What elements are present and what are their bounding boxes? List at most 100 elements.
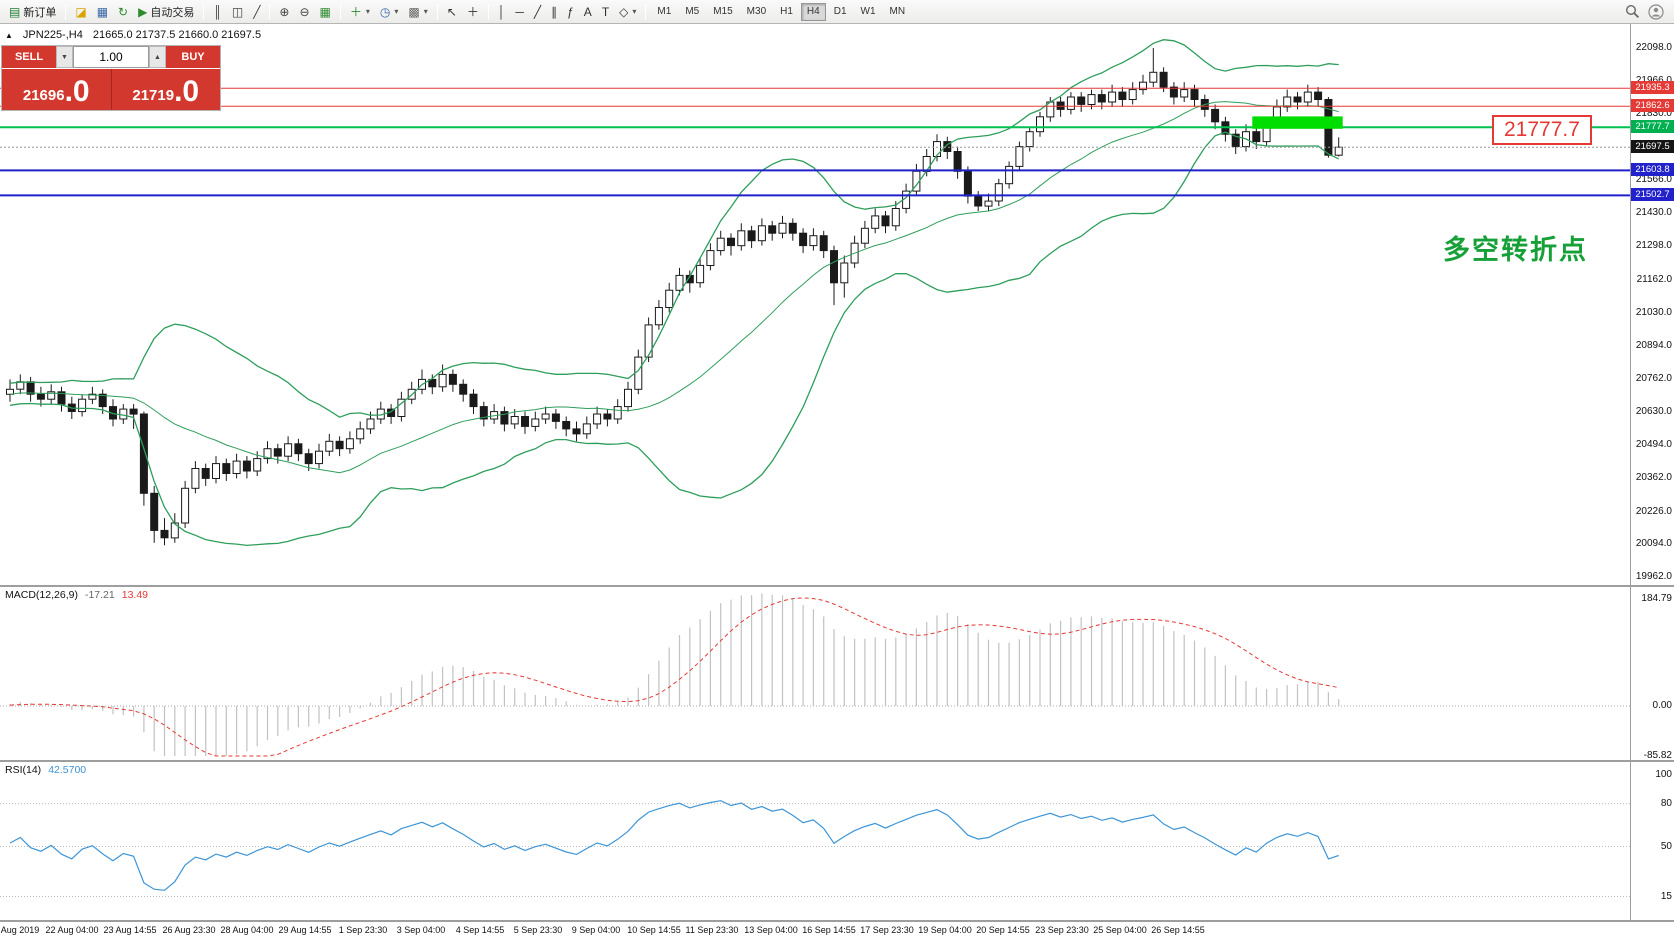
toolbar-button-group: ▤ 新订单 ◪ ▦ ↻ ▶ 自动交易 ║ ◫ ╱ ⊕ ⊖ ▦ ＋ ▾ ◷ ▾ ▩ ▾ ↖ ＋ │ ─ ╱ ∥ ƒ A T ◇ ▾ [4, 0, 650, 24]
time-tick-label: 4 Sep 14:55 [455, 925, 505, 935]
crosshair-icon[interactable]: ＋ [463, 2, 483, 22]
buy-price-display[interactable]: 21719 .0 [110, 69, 221, 110]
new-order-button[interactable]: ▤ 新订单 [5, 2, 60, 22]
timeframe-M1[interactable]: M1 [651, 3, 677, 21]
time-tick-label: 11 Sep 23:30 [685, 925, 739, 935]
price-tick-label: 22098.0 [1635, 42, 1672, 53]
buy-button[interactable]: BUY [166, 46, 220, 68]
zoom-out-icon-icon: ⊖ [299, 4, 310, 19]
time-tick-label: 19 Sep 04:00 [918, 925, 972, 935]
volume-input[interactable] [73, 46, 149, 68]
person-icon [1648, 3, 1664, 20]
highlight-rectangle [1252, 116, 1343, 129]
chart-annotation-text[interactable]: 多空转折点 [1443, 235, 1588, 265]
toolbar-separator [339, 3, 341, 20]
trendline-icon[interactable]: ╱ [530, 2, 545, 22]
macd-tick-label: -85.82 [1643, 750, 1672, 761]
refresh-icon[interactable]: ↻ [114, 2, 132, 22]
dropdown-arrow-icon: ▾ [365, 7, 370, 16]
price-tick-label: 20494.0 [1635, 439, 1672, 450]
sell-price-display[interactable]: 21696 .0 [2, 69, 111, 110]
price-callout-box[interactable]: 21777.7 [1492, 115, 1592, 145]
time-tick-label: 17 Sep 23:30 [860, 925, 914, 935]
macd-signal-value: 13.49 [121, 589, 149, 601]
price-tick-label: 21162.0 [1636, 274, 1672, 285]
candlestick-chart-icon[interactable]: ◫ [228, 2, 247, 22]
price-tick-label: 20362.0 [1635, 472, 1672, 483]
timeframe-D1[interactable]: D1 [828, 3, 853, 21]
time-tick-label: 13 Sep 04:00 [744, 925, 798, 935]
macd-tick-label: 184.79 [1641, 593, 1672, 604]
toolbar-separator [487, 3, 489, 20]
price-marker-label: 21697.5 [1631, 140, 1674, 153]
community-button[interactable] [1648, 2, 1664, 22]
timeframe-MN[interactable]: MN [884, 3, 912, 21]
volume-down-stepper[interactable]: ▼ [56, 46, 73, 68]
periods-button[interactable]: ◷ ▾ [376, 2, 403, 22]
channel-icon[interactable]: ∥ [547, 2, 561, 22]
shapes-button[interactable]: ◇ ▾ [615, 2, 640, 22]
text-icon[interactable]: A [580, 2, 596, 22]
timeframe-H4[interactable]: H4 [800, 2, 826, 21]
price-tick-label: 20630.0 [1635, 406, 1672, 417]
cursor-icon[interactable]: ↖ [443, 2, 461, 22]
toolbar-right-group [1625, 0, 1670, 24]
rsi-value: 42.5700 [48, 764, 87, 776]
zoom-in-icon[interactable]: ⊕ [275, 2, 293, 22]
price-tick-label: 21298.0 [1635, 240, 1672, 251]
time-tick-label: 23 Aug 14:55 [103, 925, 157, 935]
text-label-icon[interactable]: T [598, 2, 613, 22]
dropdown-arrow-icon: ▾ [394, 7, 399, 16]
price-marker-label: 21502.7 [1631, 188, 1674, 201]
time-tick-label: 20 Aug 2019 [0, 925, 40, 935]
market-watch-icon-icon: ◪ [75, 4, 87, 19]
autotrading-button[interactable]: ▶ 自动交易 [134, 2, 198, 22]
time-tick-label: 23 Sep 23:30 [1035, 925, 1089, 935]
price-axis[interactable]: 22098.021966.021830.021698.021566.021430… [1631, 24, 1674, 922]
rsi-tick-label: 100 [1655, 769, 1672, 780]
symbol-period-label: JPN225-,H4 [22, 29, 83, 41]
rsi-tick-label: 50 [1660, 841, 1672, 852]
tile-windows-icon[interactable]: ▦ [316, 2, 335, 22]
price-tick-label: 20094.0 [1635, 538, 1672, 549]
price-tick-label: 20226.0 [1635, 506, 1672, 517]
autotrading-icon: ▶ [138, 4, 148, 19]
fibonacci-icon[interactable]: ƒ [563, 2, 578, 22]
one-click-trading-panel: SELL ▼ ▲ BUY 21696 .0 21719 .0 [2, 46, 220, 110]
zoom-out-icon[interactable]: ⊖ [295, 2, 313, 22]
price-marker-label: 21777.7 [1631, 120, 1674, 133]
time-tick-label: 26 Aug 23:30 [162, 925, 216, 935]
timeframe-M15[interactable]: M15 [707, 3, 738, 21]
timeframe-M30[interactable]: M30 [741, 3, 772, 21]
horizontal-line-icon[interactable]: ─ [511, 2, 528, 22]
collapse-trade-panel-icon[interactable]: ▲ [5, 30, 13, 40]
timeframe-W1[interactable]: W1 [855, 3, 882, 21]
sell-button[interactable]: SELL [2, 46, 56, 68]
timeframe-M5[interactable]: M5 [679, 3, 705, 21]
indicators-button[interactable]: ＋ ▾ [346, 2, 374, 22]
vertical-line-icon[interactable]: │ [494, 2, 510, 22]
rsi-tick-label: 80 [1660, 798, 1672, 809]
time-tick-label: 26 Sep 14:55 [1151, 925, 1205, 935]
time-axis[interactable]: 20 Aug 2019 22 Aug 04:00 23 Aug 14:55 26 Au… [0, 922, 1674, 948]
data-window-icon-icon: ▦ [96, 4, 109, 19]
bar-chart-icon[interactable]: ║ [209, 2, 226, 22]
market-watch-icon[interactable]: ◪ [71, 2, 90, 22]
horizontal-lines-layer [0, 87, 1630, 197]
timeframe-H1[interactable]: H1 [774, 3, 799, 21]
macd-layer [0, 593, 1630, 757]
sell-price-main: 21696 [22, 87, 65, 104]
macd-name: MACD(12,26,9) [5, 589, 78, 601]
data-window-icon[interactable]: ▦ [93, 2, 112, 22]
price-tick-label: 21430.0 [1635, 207, 1672, 218]
time-tick-label: 16 Sep 14:55 [802, 925, 856, 935]
pane-separators [0, 24, 1674, 922]
line-chart-icon[interactable]: ╱ [249, 2, 264, 22]
time-tick-label: 28 Aug 04:00 [220, 925, 274, 935]
volume-up-stepper[interactable]: ▲ [149, 46, 166, 68]
refresh-icon-icon: ↻ [118, 4, 129, 19]
templates-button[interactable]: ▩ ▾ [404, 2, 431, 22]
trendline-icon-icon: ╱ [533, 4, 542, 19]
search-button[interactable] [1625, 2, 1640, 22]
